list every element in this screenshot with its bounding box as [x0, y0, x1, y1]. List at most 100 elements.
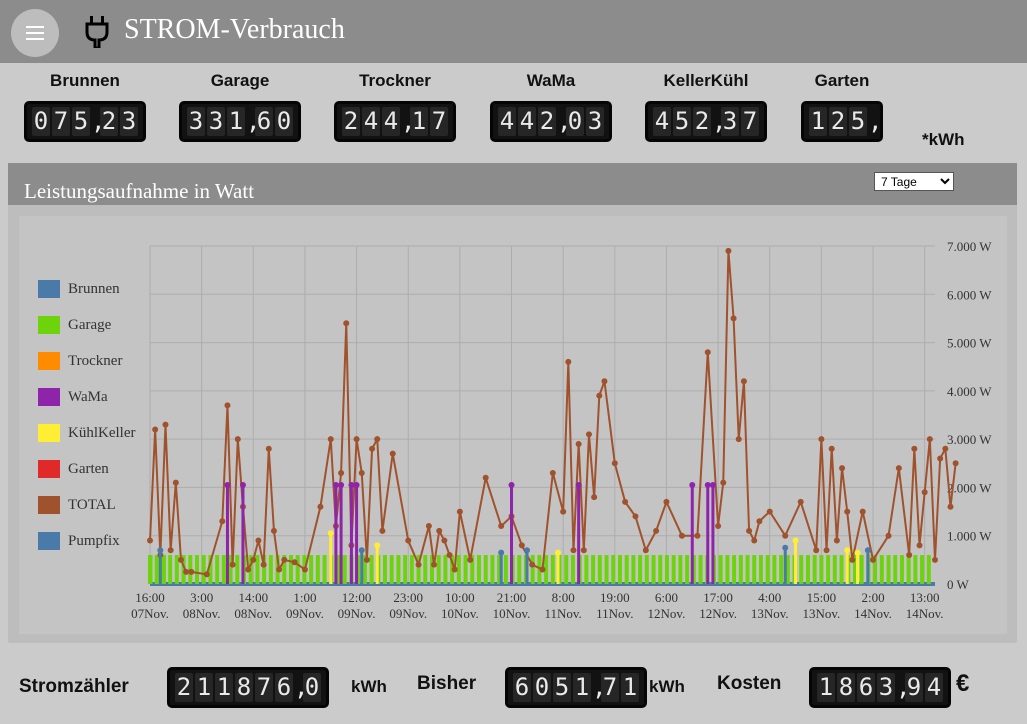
x-tick-date: 14Nov. [906, 606, 944, 621]
series-point [575, 482, 582, 489]
total-point [895, 465, 902, 472]
total-point [844, 508, 851, 515]
total-point [539, 566, 546, 573]
total-point [885, 532, 892, 539]
series-point [782, 544, 789, 551]
garage-bar [194, 555, 199, 584]
total-point [911, 445, 918, 452]
total-point [735, 436, 742, 443]
garage-bar [389, 555, 394, 584]
total-point [653, 527, 660, 534]
total-point [451, 566, 458, 573]
garage-bar [597, 555, 602, 584]
total-point [642, 547, 649, 554]
x-tick-date: 09Nov. [286, 606, 324, 621]
meter-unit: *kWh [922, 130, 965, 149]
garage-bar [228, 555, 233, 584]
meter-label: Garten [814, 71, 870, 90]
x-tick-date: 07Nov. [131, 606, 169, 621]
total-point [601, 378, 608, 385]
series-point [524, 547, 531, 554]
garage-bar [570, 555, 575, 584]
y-tick-label: 3.000 W [947, 432, 992, 447]
garage-bar [631, 555, 636, 584]
garage-bar [295, 555, 300, 584]
total-point [622, 498, 629, 505]
chart-area: 0 W 1.000 W 2.000 W 3.000 W 4.000 W 5.000 W 6.… [19, 216, 1007, 634]
total-point [694, 532, 701, 539]
x-tick-time: 12:00 [342, 590, 372, 605]
total-point [580, 547, 587, 554]
total-point [250, 556, 257, 563]
garage-bar [550, 555, 555, 584]
total-point [870, 556, 877, 563]
garage-bar [785, 555, 790, 584]
total-point [596, 392, 603, 399]
meter-garage: Garage 3 3 1, 6 0 [179, 71, 301, 142]
garage-bar [322, 555, 327, 584]
legend-label: Garten [68, 461, 109, 477]
total-point [839, 465, 846, 472]
total-point [379, 527, 386, 534]
garage-bar [819, 555, 824, 584]
total-point [916, 542, 923, 549]
x-tick-date: 10Nov. [493, 606, 531, 621]
total-point [585, 431, 592, 438]
meter-label: KellerKühl [663, 71, 749, 90]
x-tick-date: 13Nov. [802, 606, 840, 621]
legend-swatch [38, 532, 60, 550]
garage-bar [926, 555, 931, 584]
x-tick-time: 17:00 [703, 590, 733, 605]
garage-bar [483, 555, 488, 584]
series-point [358, 547, 365, 554]
garage-bar [738, 555, 743, 584]
garage-bar [678, 555, 683, 584]
total-point [704, 349, 711, 356]
app-header: STROM-Verbrauch [0, 0, 1027, 63]
total-point [276, 566, 283, 573]
garage-bar [235, 555, 240, 584]
garage-bar [208, 555, 213, 584]
total-point [327, 436, 334, 443]
bisher-label: Bisher [417, 673, 477, 694]
y-tick-label: 5.000 W [947, 336, 992, 351]
garage-bar [288, 555, 293, 584]
garage-bar [752, 555, 757, 584]
series-point [854, 549, 861, 556]
legend-swatch [38, 388, 60, 406]
period-select[interactable]: 7 Tage [874, 172, 954, 191]
total-point [549, 469, 556, 476]
legend-swatch [38, 424, 60, 442]
legend-label: Trockner [68, 353, 123, 369]
total-point [224, 402, 231, 409]
garage-bar [409, 555, 414, 584]
x-tick-time: 1:00 [293, 590, 316, 605]
garage-bar [423, 555, 428, 584]
series-point [704, 482, 711, 489]
legend-label: KühlKeller [68, 425, 136, 441]
x-tick-time: 19:00 [600, 590, 630, 605]
garage-bar [356, 555, 361, 584]
garage-bar [503, 555, 508, 584]
x-tick-time: 23:00 [393, 590, 423, 605]
total-line [149, 250, 957, 576]
total-point [740, 378, 747, 385]
legend-swatch [38, 280, 60, 298]
garage-bar [148, 555, 153, 584]
garage-bar [611, 555, 616, 584]
garage-bar [873, 555, 878, 584]
garage-bar [879, 555, 884, 584]
garage-bar [255, 555, 260, 584]
y-tick-label: 7.000 W [947, 239, 992, 254]
garage-bar [215, 555, 220, 584]
garage-bar [805, 555, 810, 584]
garage-bar [779, 555, 784, 584]
total-point [947, 503, 954, 510]
total-point [756, 518, 763, 525]
garage-bar [826, 555, 831, 584]
hamburger-menu-icon[interactable] [11, 9, 59, 57]
